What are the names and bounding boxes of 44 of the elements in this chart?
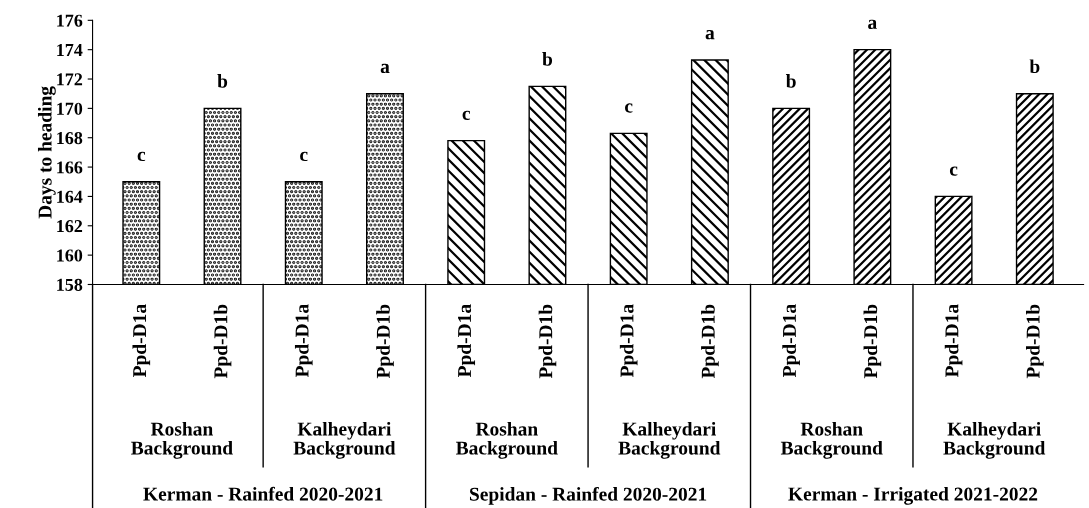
data-label: a: [868, 19, 877, 30]
y-tick-label: 162: [57, 220, 83, 233]
text: Kalheydari Background: [618, 421, 721, 459]
x-tick-label: Ppd-D1a: [457, 304, 476, 378]
text: Kalheydari Background: [293, 421, 396, 459]
data-label: c: [949, 166, 958, 176]
text: Sepidan - Rainfed 2020-2021: [469, 486, 707, 505]
x-tick-label: Ppd-D1b: [863, 304, 882, 379]
y-tick-label: 166: [57, 161, 83, 174]
x-tick-label: Ppd-D1a: [132, 304, 151, 378]
y-tick-label: 176: [57, 14, 83, 27]
y-axis-title: Days to heading: [37, 86, 56, 219]
x-tick-label: Ppd-D1b: [538, 304, 557, 379]
text: Roshan Background: [456, 421, 558, 459]
text: Kerman - Irrigated 2021-2022: [788, 486, 1038, 505]
text: Roshan Background: [131, 421, 233, 459]
data-label: b: [542, 52, 553, 66]
x-tick-label: Ppd-D1b: [376, 304, 394, 379]
x-tick-label: Ppd-D1b: [213, 304, 232, 379]
y-tick-label: 160: [57, 249, 83, 262]
y-tick-label: 164: [57, 190, 83, 203]
y-tick-label: 158: [57, 278, 83, 291]
data-label: c: [462, 110, 471, 121]
x-tick-label: Ppd-D1a: [619, 304, 638, 378]
data-label: c: [137, 151, 146, 162]
y-tick-label: 172: [57, 73, 83, 86]
data-label: a: [380, 63, 390, 74]
x-tick-label: Ppd-D1b: [1026, 304, 1044, 379]
data-label: c: [625, 103, 633, 113]
data-label: b: [1029, 59, 1040, 74]
text: Kerman - Rainfed 2020-2021: [143, 486, 383, 501]
text: Kalheydari Background: [943, 421, 1046, 459]
data-label: a: [705, 30, 715, 40]
x-tick-label: Ppd-D1a: [782, 304, 800, 378]
x-tick-label: Ppd-D1a: [294, 304, 313, 378]
data-label: b: [217, 74, 228, 88]
y-tick-label: 168: [57, 131, 83, 145]
y-tick-label: 174: [57, 44, 83, 56]
text: Roshan Background: [780, 421, 883, 459]
x-tick-label: Ppd-D1b: [701, 304, 719, 379]
data-label: b: [785, 74, 796, 88]
data-label: c: [300, 151, 308, 162]
y-tick-label: 170: [57, 102, 83, 115]
x-tick-label: Ppd-D1a: [944, 304, 963, 378]
